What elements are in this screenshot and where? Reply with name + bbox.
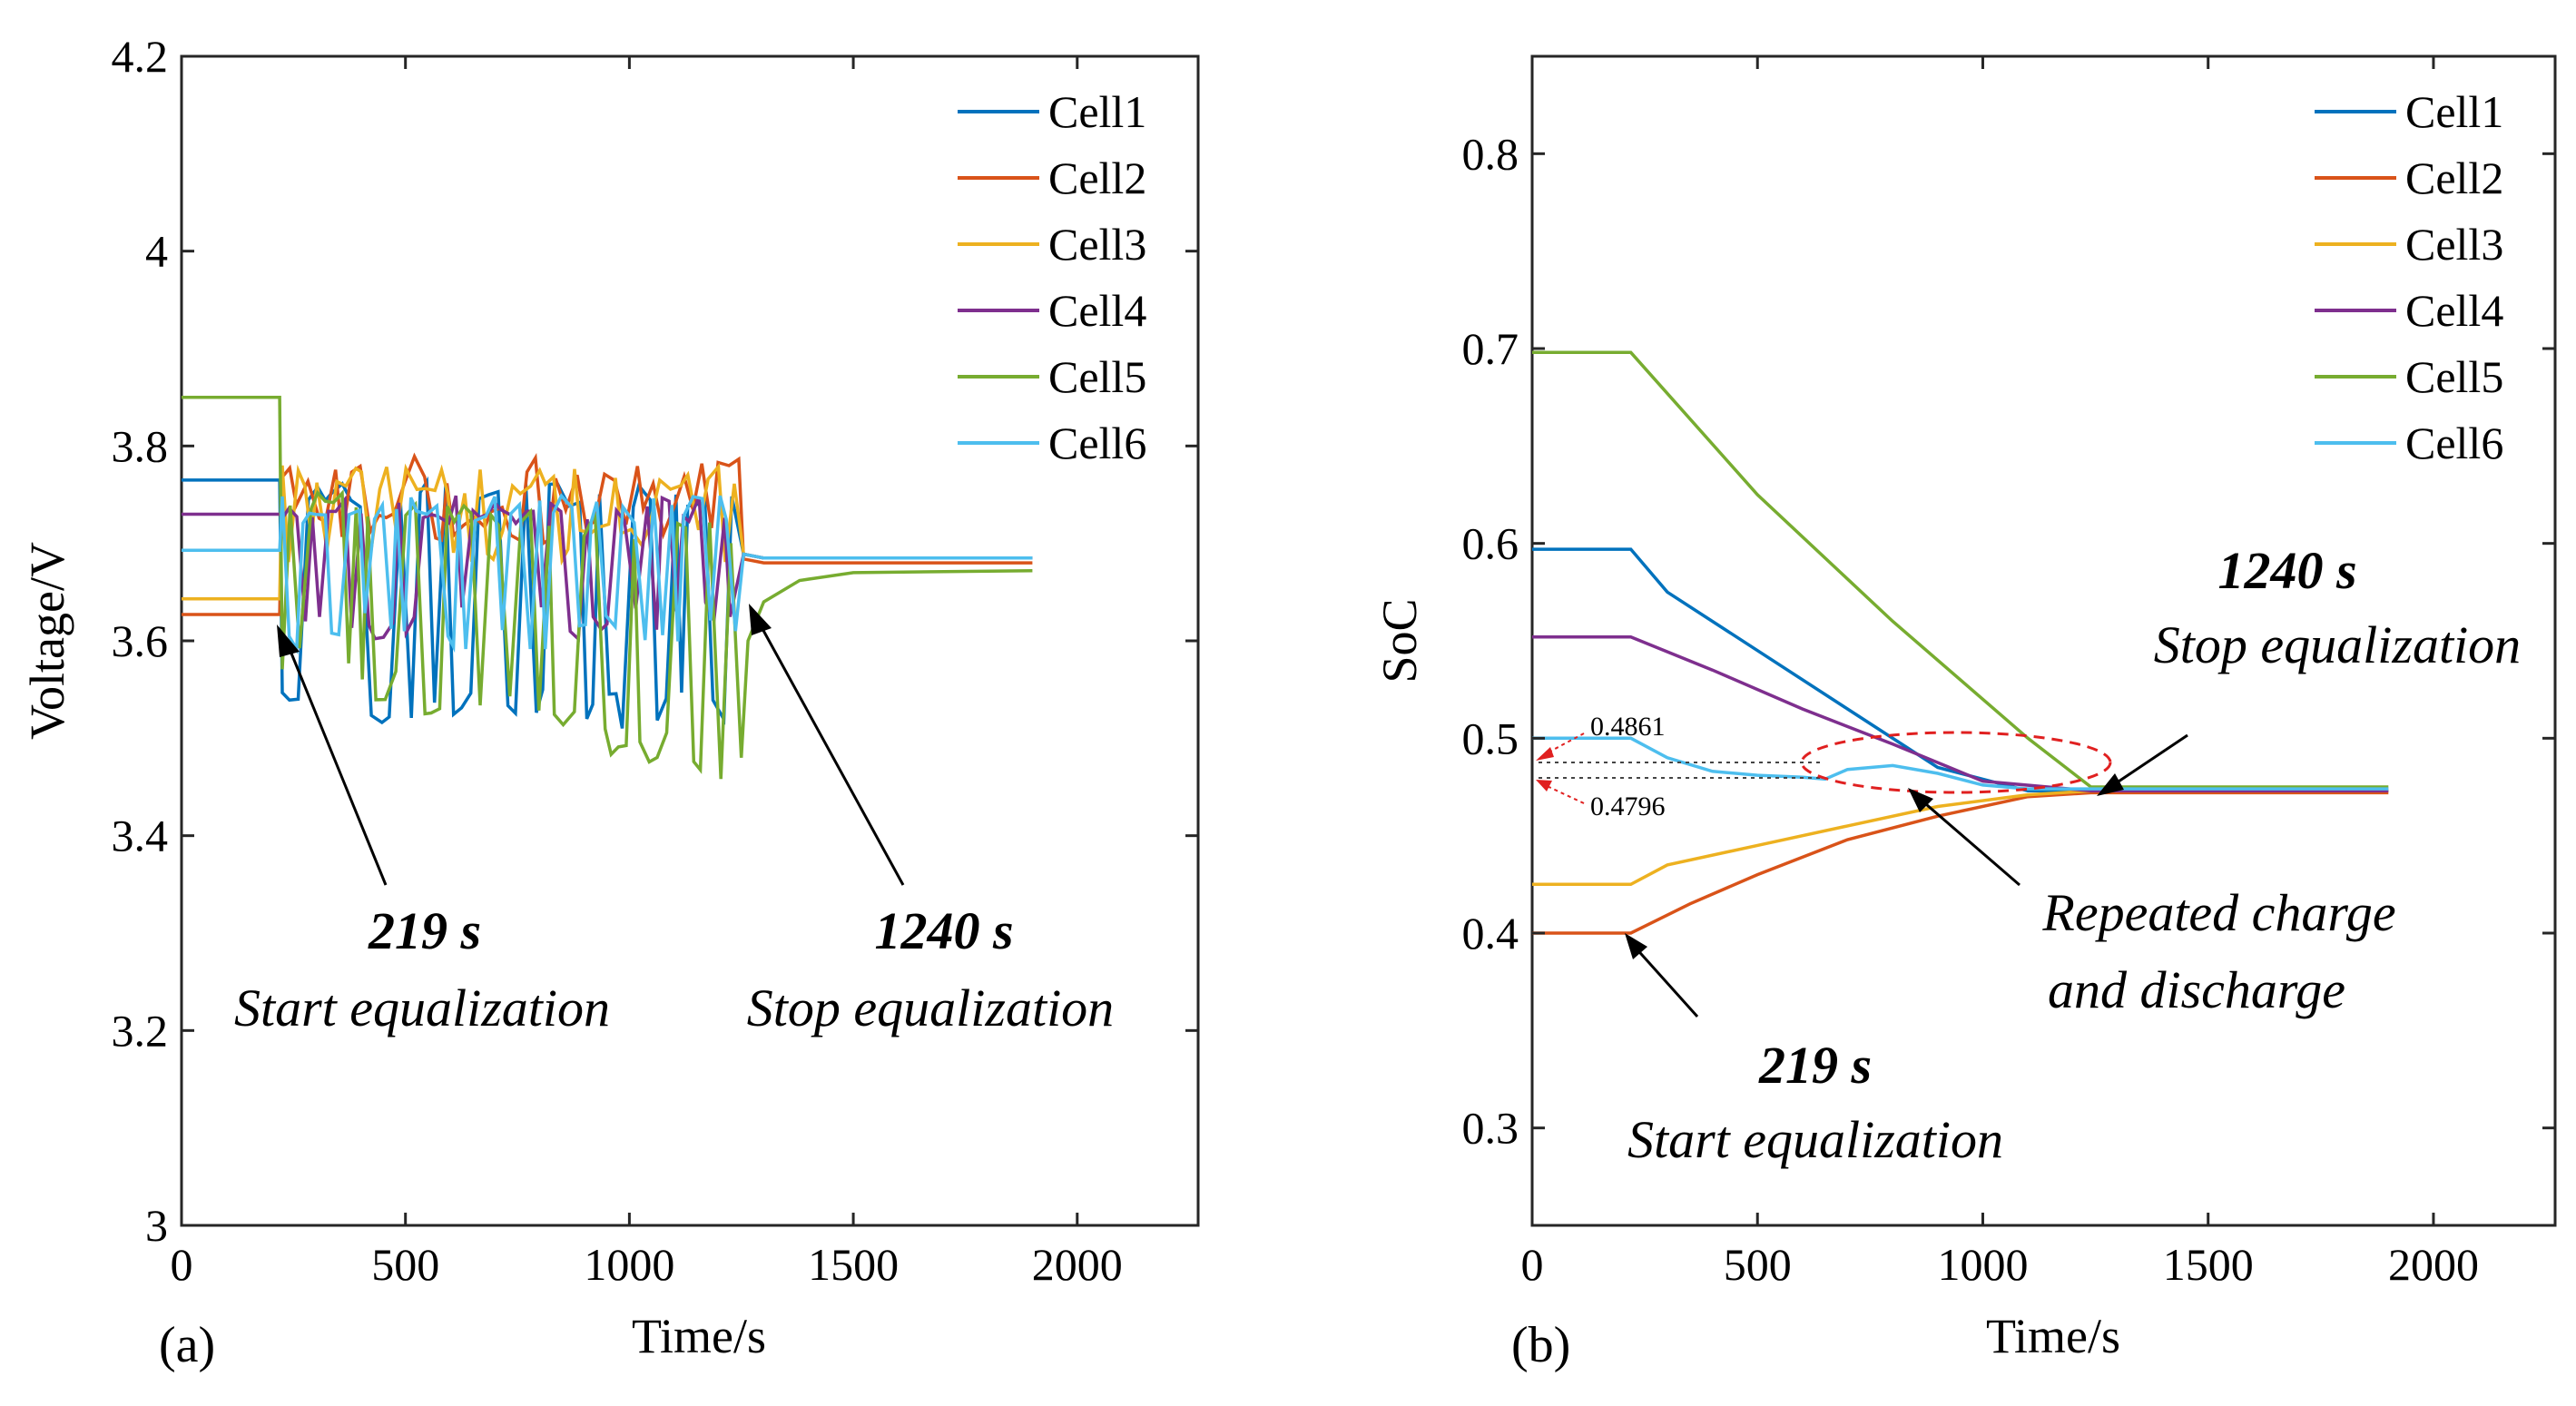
panel-a-anno-stop-time: 1240 s (874, 901, 1013, 960)
a-ytick-label: 3.6 (112, 615, 169, 666)
b-series-line-cell5 (1532, 350, 2389, 789)
panel-b-label: (b) (1511, 1317, 1570, 1373)
panel-b-arrow-stop (2109, 733, 2188, 789)
panel-b-anno-repeated-2: and discharge (2048, 960, 2345, 1019)
a-legend-label-cell2: Cell2 (1048, 152, 1146, 203)
panel-b-red-arrowhead-upper (1536, 747, 1554, 761)
a-xtick-label: 1000 (584, 1239, 674, 1290)
b-ytick-label: 0.3 (1462, 1103, 1519, 1154)
panel-b-arrow-repeated (1919, 797, 2020, 887)
a-xtick-label: 0 (171, 1239, 193, 1290)
panel-a-anno-start-label: Start equalization (234, 978, 610, 1037)
panel-b-series-group (1532, 350, 2389, 935)
b-ytick-label: 0.5 (1462, 713, 1519, 763)
b-legend-label-cell3: Cell3 (2405, 219, 2503, 270)
a-series-line-cell6 (182, 493, 1033, 655)
panel-a-arrowhead-stop (749, 604, 772, 635)
b-legend-label-cell1: Cell1 (2405, 86, 2503, 137)
panel-b-anno-stop-time: 1240 s (2217, 541, 2356, 600)
panel-a-arrow-stop (754, 616, 905, 886)
panel-a-arrow-start (284, 639, 388, 886)
panel-b-anno-stop-label: Stop equalization (2154, 615, 2521, 674)
panel-b-value-lower: 0.4796 (1590, 791, 1666, 821)
a-ytick-label: 3.4 (112, 811, 169, 861)
b-series-line-cell6 (1532, 736, 2389, 791)
b-ytick-label: 0.7 (1462, 323, 1519, 374)
panel-b-arrow-start (1632, 944, 1699, 1018)
a-ytick-label: 3 (145, 1200, 168, 1251)
a-ytick-label: 3.2 (112, 1005, 169, 1056)
b-legend-label-cell6: Cell6 (2405, 418, 2503, 468)
b-legend-label-cell2: Cell2 (2405, 152, 2503, 203)
panel-a-label: (a) (159, 1317, 215, 1373)
panel-b-axes-box (1530, 54, 2557, 1227)
panel-b-arrowhead-start (1625, 933, 1647, 959)
b-ytick-label: 0.8 (1462, 128, 1519, 179)
panel-b-anno-start-time: 219 s (1758, 1036, 1872, 1095)
b-xtick-label: 500 (1724, 1239, 1792, 1290)
b-xtick-label: 1500 (2163, 1239, 2254, 1290)
a-xtick-label: 500 (371, 1239, 439, 1290)
a-ytick-label: 3.8 (112, 420, 169, 471)
a-ytick-label: 4.2 (112, 31, 169, 82)
b-series-line-cell3 (1532, 789, 2389, 887)
a-xtick-label: 2000 (1032, 1239, 1123, 1290)
a-legend-label-cell3: Cell3 (1048, 219, 1146, 270)
panel-b-anno-repeated-1: Repeated charge (2041, 883, 2395, 942)
panel-b-soc-chart: 0 500 1000 1500 2000 0.3 0.4 0.5 0.6 0.7 0.8 Cell1… (1372, 54, 2557, 1373)
b-xtick-label: 0 (1521, 1239, 1544, 1290)
a-legend-label-cell4: Cell4 (1048, 285, 1146, 336)
panel-a-arrowhead-start (277, 624, 300, 657)
panel-b-xlabel: Time/s (1986, 1309, 2120, 1363)
panel-b-ylabel: SoC (1372, 598, 1427, 683)
panel-a-anno-stop-label: Stop equalization (747, 978, 1114, 1037)
panel-b-arrowhead-stop (2097, 773, 2124, 796)
panel-b-anno-start-label: Start equalization (1627, 1110, 2003, 1169)
panel-a-series-group (182, 395, 1033, 780)
panel-b-red-ellipse (1800, 731, 2112, 794)
a-xtick-label: 1500 (808, 1239, 899, 1290)
b-ytick-label: 0.6 (1462, 518, 1519, 569)
panel-a-anno-start-time: 219 s (368, 901, 481, 960)
panel-b-value-upper: 0.4861 (1590, 712, 1666, 742)
panel-b-legend: Cell1 Cell2 Cell3 Cell4 Cell5 Cell6 (2315, 86, 2503, 468)
a-series-line-cell3 (182, 462, 1033, 601)
panel-b-red-arrow-lower (1542, 783, 1585, 804)
panel-a-ticks: 0 500 1000 1500 2000 3 3.2 3.4 3.6 3.8 4 4.2 (112, 31, 1198, 1290)
a-ytick-label: 4 (145, 226, 168, 277)
panel-a-legend: Cell1 Cell2 Cell3 Cell4 Cell5 Cell6 (958, 86, 1146, 468)
b-xtick-label: 2000 (2388, 1239, 2479, 1290)
a-legend-label-cell1: Cell1 (1048, 86, 1146, 137)
b-legend-label-cell5: Cell5 (2405, 351, 2503, 402)
a-legend-label-cell6: Cell6 (1048, 418, 1146, 468)
panel-a-ylabel: Voltage/V (20, 542, 74, 740)
b-xtick-label: 1000 (1937, 1239, 2028, 1290)
panel-b-arrowhead-repeated (1908, 788, 1933, 812)
b-series-line-cell2 (1532, 791, 2389, 935)
b-legend-label-cell4: Cell4 (2405, 285, 2503, 336)
panel-b-ticks: 0 500 1000 1500 2000 0.3 0.4 0.5 0.6 0.7 0.8 (1462, 56, 2555, 1290)
a-legend-label-cell5: Cell5 (1048, 351, 1146, 402)
panel-b-red-arrowhead-lower (1536, 780, 1552, 791)
panel-a-xlabel: Time/s (632, 1309, 766, 1363)
b-ytick-label: 0.4 (1462, 908, 1519, 959)
